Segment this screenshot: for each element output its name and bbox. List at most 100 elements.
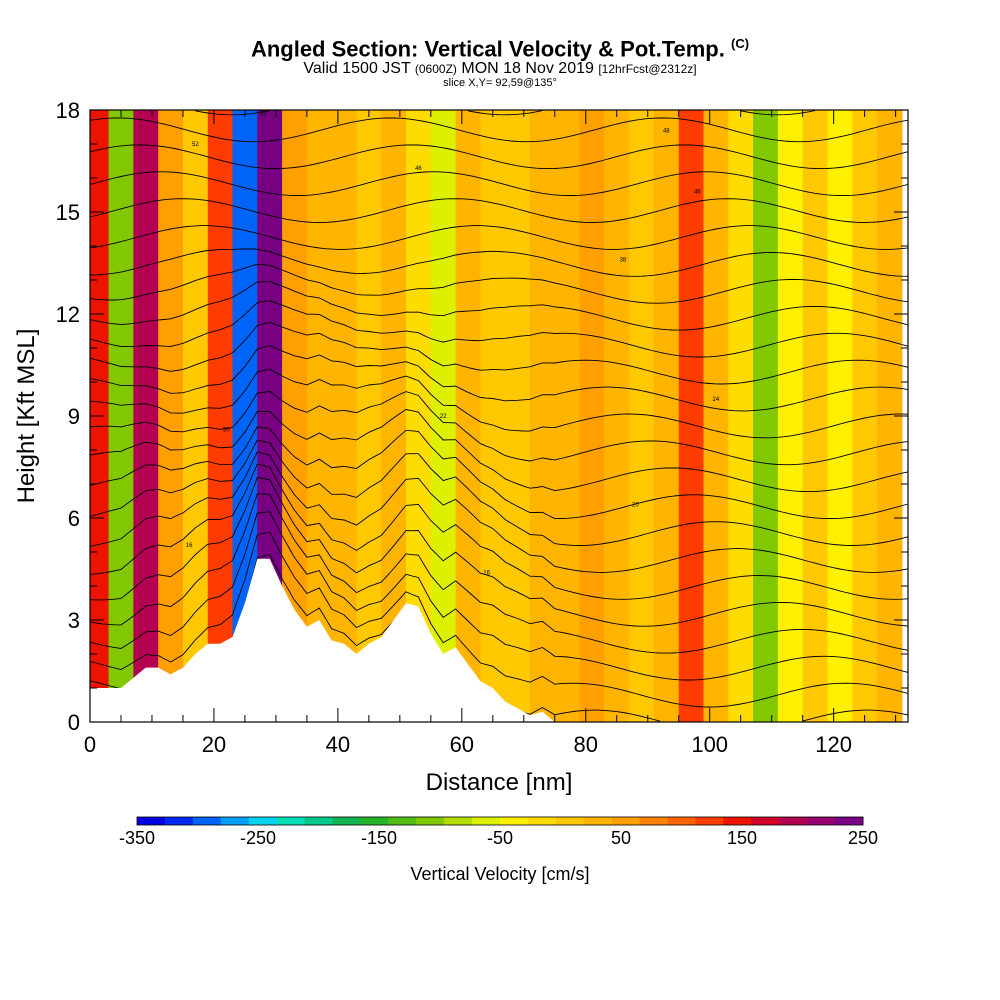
colorbar-swatch <box>248 817 278 825</box>
velocity-column <box>827 110 853 722</box>
y-tick-label: 6 <box>68 506 80 531</box>
isentrope-line <box>89 144 909 170</box>
x-tick-label: 40 <box>326 732 350 757</box>
colorbar-swatch <box>500 817 529 825</box>
x-axis-label: Distance [nm] <box>426 769 573 796</box>
contour-label: 22 <box>440 414 447 420</box>
y-tick-label: 15 <box>56 200 80 225</box>
y-tick-label: 0 <box>68 710 80 735</box>
velocity-column <box>182 110 209 722</box>
colorbar-tick-label: -50 <box>487 828 513 848</box>
title-text: Angled Section: Vertical Velocity & Pot.… <box>250 36 725 62</box>
isentrope-line <box>89 300 909 358</box>
contour-label: 38 <box>620 258 627 264</box>
isentrope-line <box>89 263 909 304</box>
contour-label: 20 <box>632 502 639 508</box>
slice-info: slice X,Y= 92,59@135° <box>443 77 557 89</box>
velocity-column <box>331 110 358 722</box>
velocity-column <box>777 110 804 722</box>
colorbar-swatch <box>835 817 864 825</box>
y-tick-label: 12 <box>56 302 80 327</box>
colorbar-swatch <box>332 817 361 825</box>
subtitle-forecast: [12hrFcst@2312z] <box>598 62 697 76</box>
contour-label: 30 <box>223 428 230 434</box>
y-tick-label: 18 <box>56 98 80 123</box>
x-tick-label: 80 <box>574 732 598 757</box>
title-tag: (C) <box>731 36 750 51</box>
velocity-column <box>629 110 655 722</box>
velocity-column <box>554 110 581 722</box>
velocity-column <box>158 110 184 722</box>
isentrope-line <box>89 117 909 143</box>
x-tick-label: 60 <box>450 732 474 757</box>
subtitle-utc: (0600Z) <box>414 62 457 76</box>
isentrope-line <box>89 345 909 412</box>
colorbar-swatch <box>388 817 417 825</box>
velocity-column <box>653 110 680 722</box>
colorbar-tick-label: 250 <box>848 828 878 848</box>
colorbar-swatch <box>304 817 333 825</box>
velocity-column <box>753 110 779 722</box>
chart-subtitle: Valid 1500 JST (0600Z) MON 18 Nov 2019 [… <box>0 60 1000 78</box>
colorbar-swatch <box>611 817 641 825</box>
colorbar-swatch <box>220 817 250 825</box>
colorbar-swatch <box>276 817 305 825</box>
colorbar-tick-label: 50 <box>611 828 631 848</box>
colorbar-swatch <box>667 817 696 825</box>
colorbar-swatch <box>137 817 166 825</box>
contour-label: 24 <box>713 397 720 403</box>
velocity-column <box>133 110 159 722</box>
velocity-column <box>604 110 630 722</box>
isentrope-line <box>89 248 909 277</box>
isentrope-line <box>89 451 909 573</box>
x-tick-label: 100 <box>691 732 728 757</box>
contour-label: 48 <box>663 128 670 134</box>
velocity-column <box>108 110 134 722</box>
colorbar-swatch <box>639 817 668 825</box>
colorbar: -350 -250 -150 -50 50 150 250 Vertical Velocity… <box>119 816 878 884</box>
isentrope-line <box>89 321 909 385</box>
velocity-column <box>802 110 829 722</box>
colorbar-swatch <box>583 817 613 825</box>
isentrope-line <box>89 409 909 493</box>
velocity-column <box>529 110 556 722</box>
isentrope-line <box>89 426 909 519</box>
isentrope-line <box>89 531 909 708</box>
velocity-column <box>306 110 333 722</box>
velocity-column <box>430 110 457 722</box>
contour-label: 52 <box>260 111 267 117</box>
velocity-column <box>480 110 506 722</box>
velocity-column <box>356 110 382 722</box>
subtitle-valid: Valid 1500 JST <box>303 60 411 77</box>
y-axis-label: Height [Kft MSL] <box>13 329 40 504</box>
x-tick-label: 0 <box>84 732 96 757</box>
contour-label: 46 <box>694 190 701 196</box>
colorbar-tick-label: -250 <box>240 828 276 848</box>
contour-labels: 16 52 30 52 46 22 16 38 48 46 24 20 <box>186 111 720 576</box>
isentrope-line <box>89 390 909 466</box>
terrain-mask <box>90 558 908 722</box>
chart-title: Angled Section: Vertical Velocity & Pot.… <box>0 36 1000 62</box>
y-tick-label: 9 <box>68 404 80 429</box>
colorbar-swatch <box>751 817 780 825</box>
isentrope-line <box>89 463 909 600</box>
colorbar-tick-label: -350 <box>119 828 155 848</box>
colorbar-swatch <box>192 817 222 825</box>
velocity-column <box>728 110 754 722</box>
contour-label: 46 <box>415 166 422 172</box>
colorbar-swatch <box>807 817 836 825</box>
colorbar-tick-label: -150 <box>361 828 397 848</box>
colorbar-swatch <box>472 817 501 825</box>
colorbar-tick-label: 150 <box>727 828 757 848</box>
isentrope-line <box>89 477 909 627</box>
velocity-field <box>90 110 903 722</box>
y-tick-label: 3 <box>68 608 80 633</box>
x-tick-label: 120 <box>815 732 852 757</box>
isentrope-line <box>89 511 909 681</box>
velocity-column <box>455 110 482 722</box>
isentrope-line <box>89 368 909 439</box>
colorbar-swatch <box>164 817 194 825</box>
subtitle-date: MON 18 Nov 2019 <box>461 60 594 77</box>
